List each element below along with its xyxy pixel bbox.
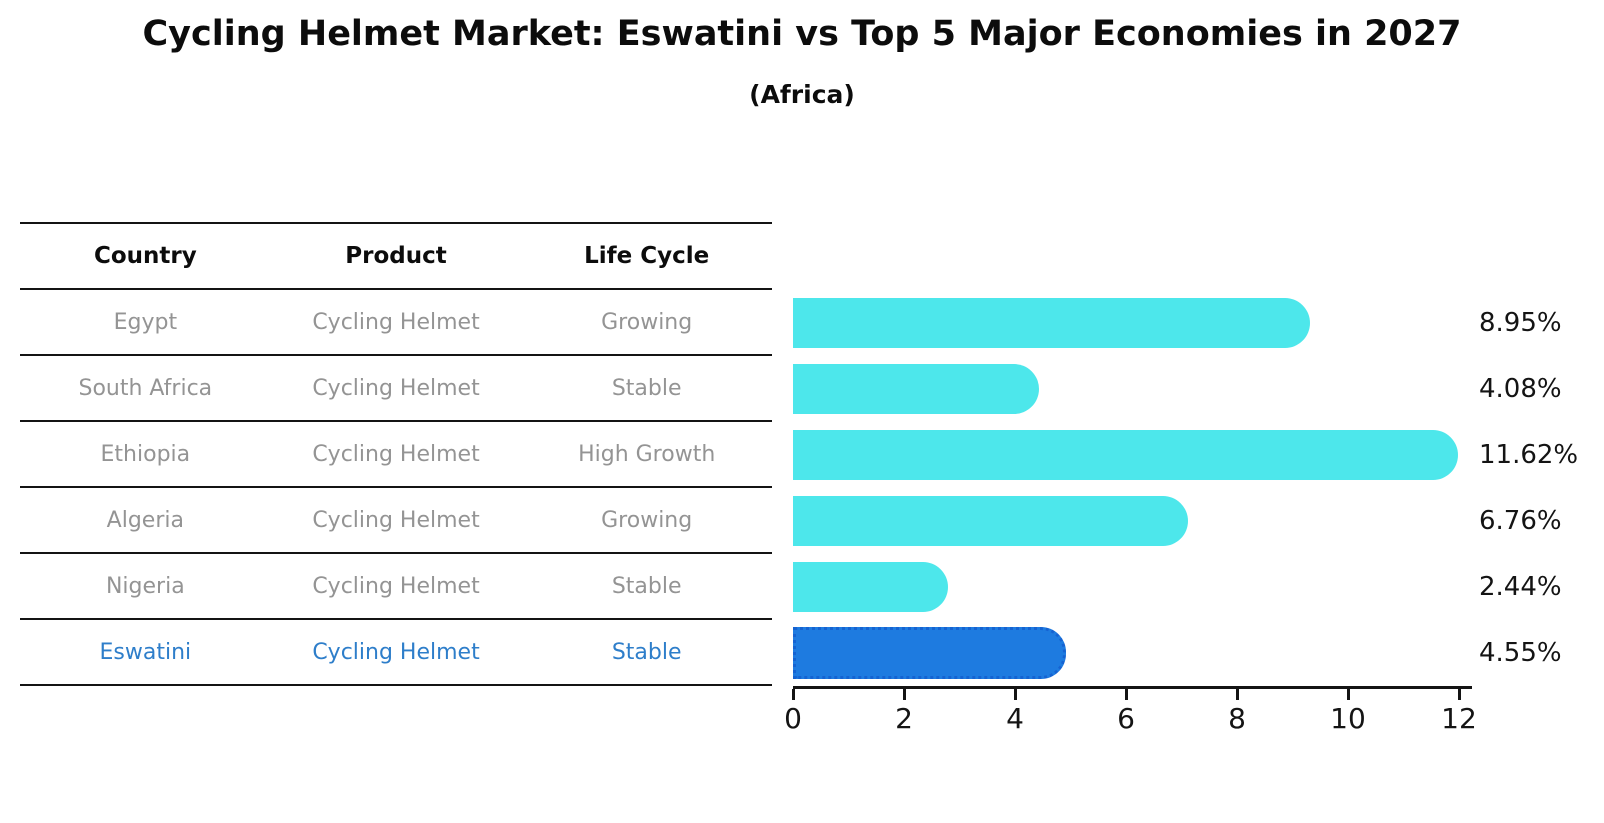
bar-row: 4.08% (793, 356, 1604, 422)
bar (793, 562, 949, 612)
bar-row: 6.76% (793, 488, 1604, 554)
table-cell-country: Nigeria (105, 573, 185, 599)
x-axis-tick (1458, 689, 1461, 700)
x-axis-tick-label: 4 (1006, 702, 1024, 735)
bar-value-label: 8.95% (1479, 308, 1562, 338)
x-axis-tick-label: 12 (1441, 702, 1477, 735)
chart-title: Cycling Helmet Market: Eswatini vs Top 5… (142, 14, 1462, 54)
table-cell-lifecycle: Stable (611, 573, 682, 599)
table-cell-lifecycle: High Growth (578, 441, 716, 467)
table-body: Egypt Cycling Helmet Growing South Afric… (20, 290, 772, 686)
country-table: Country Product Life Cycle Egypt Cycling… (20, 222, 772, 686)
table-header-country: Country (93, 243, 197, 269)
x-axis-tick (1014, 689, 1017, 700)
table-cell-lifecycle: Growing (601, 309, 693, 335)
table-cell-lifecycle: Stable (611, 639, 682, 665)
table-cell-lifecycle: Stable (611, 375, 682, 401)
x-axis-tick-label: 0 (784, 702, 802, 735)
bars-area: 8.95% 4.08% 11.62% 6.76% 2.44% 4.55% (793, 290, 1604, 686)
x-axis-tick-label: 10 (1330, 702, 1366, 735)
bar-value-label: 4.55% (1479, 638, 1562, 668)
table-cell-country: South Africa (78, 375, 213, 401)
bar (793, 364, 1040, 414)
bar-value-label: 2.44% (1479, 572, 1562, 602)
x-axis-line (793, 686, 1472, 689)
bar (793, 496, 1189, 546)
bar (793, 430, 1458, 480)
table-header-row: Country Product Life Cycle (20, 224, 772, 290)
x-axis-tick (1236, 689, 1239, 700)
x-axis-tick (1125, 689, 1128, 700)
table-cell-country: Algeria (106, 507, 184, 533)
x-axis-tick-label: 2 (895, 702, 913, 735)
bar-row: 8.95% (793, 290, 1604, 356)
table-cell-product: Cycling Helmet (312, 639, 480, 665)
table-cell-product: Cycling Helmet (312, 573, 480, 599)
table-cell-product: Cycling Helmet (312, 441, 480, 467)
table-header-product: Product (345, 243, 447, 269)
table-header-lifecycle: Life Cycle (584, 243, 710, 269)
table-row: South Africa Cycling Helmet Stable (20, 356, 772, 422)
table-cell-product: Cycling Helmet (312, 375, 480, 401)
table-row: Algeria Cycling Helmet Growing (20, 488, 772, 554)
table-cell-country: Ethiopia (100, 441, 191, 467)
x-axis-tick (903, 689, 906, 700)
table-row: Eswatini Cycling Helmet Stable (20, 620, 772, 686)
x-axis-tick-label: 6 (1117, 702, 1135, 735)
table-cell-country: Egypt (113, 309, 178, 335)
table-row: Egypt Cycling Helmet Growing (20, 290, 772, 356)
table-cell-country: Eswatini (99, 639, 192, 665)
table-row: Ethiopia Cycling Helmet High Growth (20, 422, 772, 488)
bar (793, 298, 1310, 348)
table-cell-product: Cycling Helmet (312, 507, 480, 533)
x-axis-tick-label: 8 (1228, 702, 1246, 735)
x-axis-tick (1347, 689, 1350, 700)
table-cell-product: Cycling Helmet (312, 309, 480, 335)
bar-row: 11.62% (793, 422, 1604, 488)
bar-value-label: 6.76% (1479, 506, 1562, 536)
chart-subtitle: (Africa) (749, 80, 855, 109)
bar-chart: 8.95% 4.08% 11.62% 6.76% 2.44% 4.55% 0 2 4… (784, 290, 1604, 823)
bar-value-label: 11.62% (1479, 440, 1579, 470)
x-axis-tick (792, 689, 795, 700)
table-row: Nigeria Cycling Helmet Stable (20, 554, 772, 620)
bar-row: 2.44% (793, 554, 1604, 620)
bar-value-label: 4.08% (1479, 374, 1562, 404)
table-cell-lifecycle: Growing (601, 507, 693, 533)
bar (793, 627, 1066, 679)
bar-row: 4.55% (793, 620, 1604, 686)
